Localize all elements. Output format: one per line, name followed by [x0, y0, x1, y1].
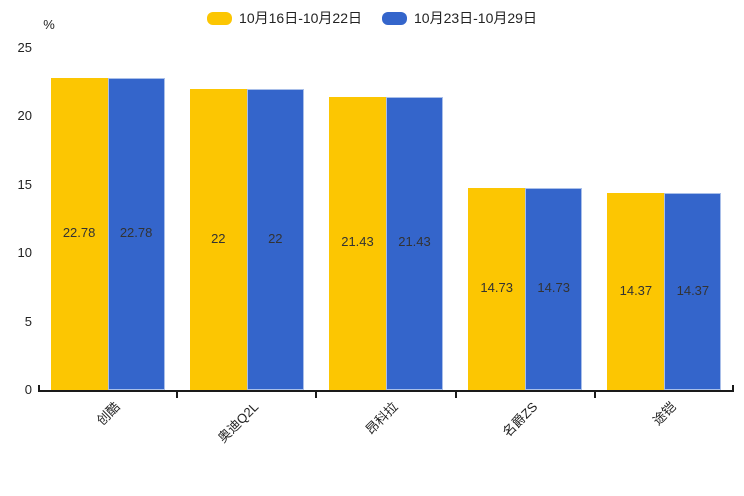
x-axis-category-label: 名爵ZS	[499, 399, 540, 440]
y-axis-tick-label: 20	[17, 108, 32, 124]
bar-series0-4[interactable]	[607, 193, 665, 390]
x-axis-tick	[593, 392, 596, 398]
legend-label-week1: 10月16日-10月22日	[239, 10, 362, 26]
y-axis-tick-label: 25	[17, 40, 32, 55]
bar-series1-0[interactable]	[107, 78, 165, 390]
y-axis-tick-label: 10	[17, 245, 32, 261]
x-axis-category-label: 昂科拉	[362, 399, 401, 438]
legend-item-week1[interactable]: 10月16日-10月22日	[207, 8, 362, 28]
x-axis-tick	[176, 392, 179, 398]
legend-item-week2[interactable]: 10月23日-10月29日	[382, 8, 537, 28]
y-axis-tick-label: 0	[24, 382, 32, 397]
x-axis-tick	[454, 392, 457, 398]
bar-series1-1[interactable]	[246, 89, 304, 390]
legend: 10月16日-10月22日 10月23日-10月29日	[0, 7, 744, 29]
bar-series1-3[interactable]	[525, 188, 583, 390]
x-axis-category-label: 创酷	[93, 399, 123, 429]
x-axis-end-tick	[38, 385, 40, 390]
bar-series0-0[interactable]	[50, 78, 108, 390]
y-axis-unit-label: %	[43, 17, 55, 32]
legend-label-week2: 10月23日-10月29日	[414, 10, 537, 26]
bar-series0-2[interactable]	[329, 96, 386, 390]
y-axis-tick-label: 5	[24, 313, 32, 329]
legend-swatch-yellow	[207, 11, 233, 25]
x-axis-category-label: 奥迪Q2L	[215, 399, 262, 446]
x-axis-line	[38, 390, 734, 392]
x-axis-tick	[315, 392, 318, 398]
x-axis-end-tick	[732, 385, 734, 390]
bar-series1-4[interactable]	[664, 193, 722, 390]
bar-series0-1[interactable]	[189, 89, 247, 390]
x-axis-category-label: 途铠	[650, 399, 680, 429]
y-axis-tick-label: 15	[17, 176, 32, 192]
bar-series0-3[interactable]	[468, 188, 526, 390]
bar-series1-2[interactable]	[386, 96, 443, 390]
legend-swatch-blue	[382, 11, 407, 25]
